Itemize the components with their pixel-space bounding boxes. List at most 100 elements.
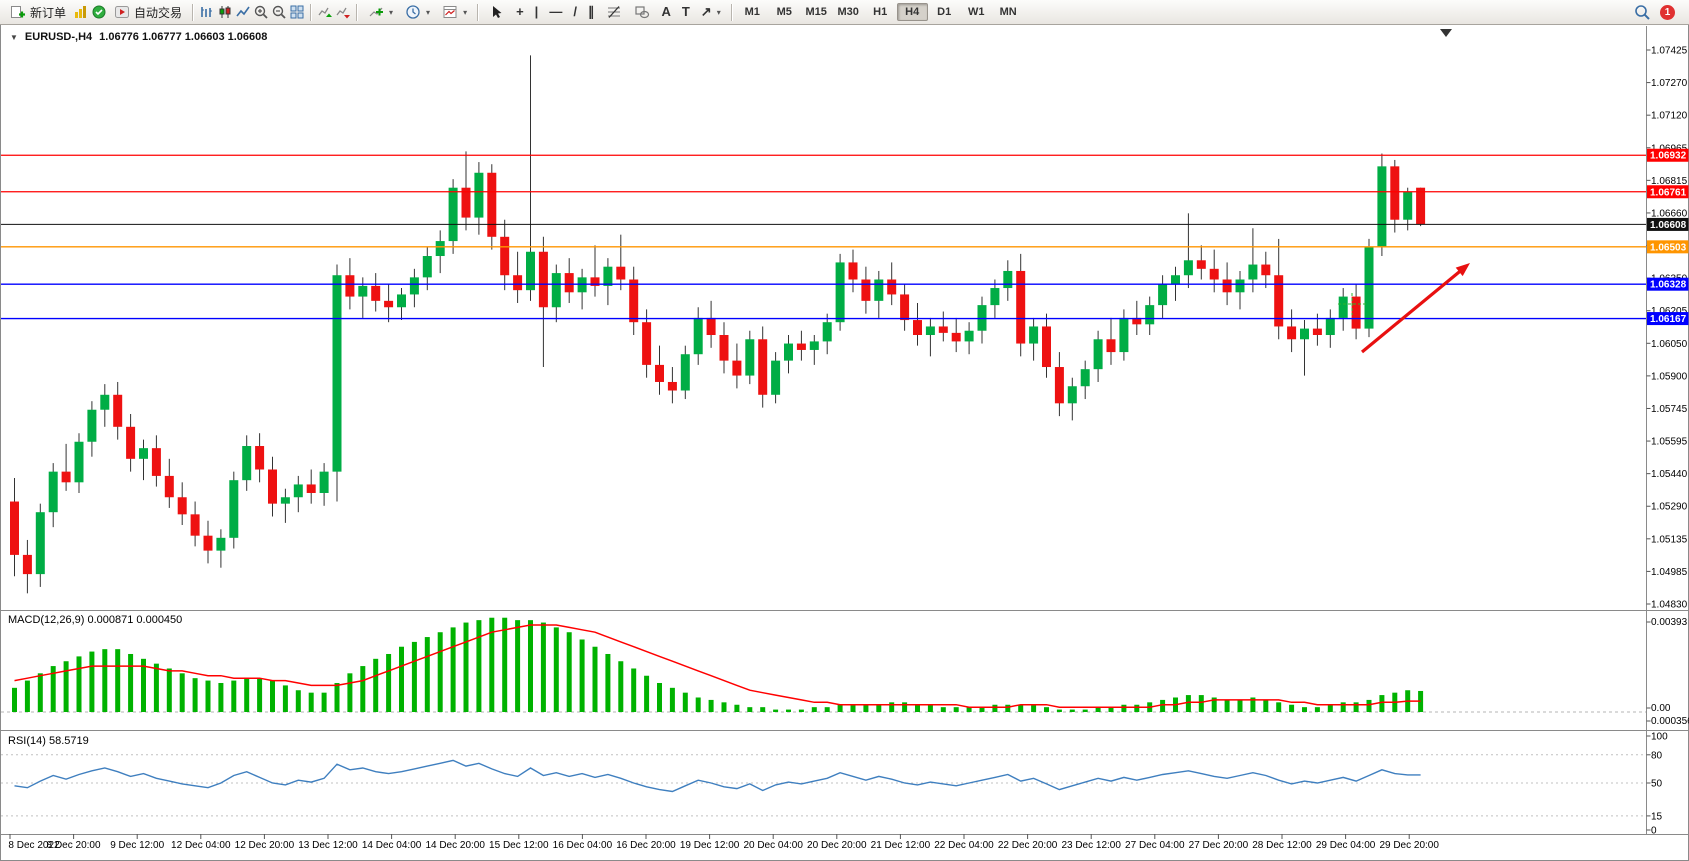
- timeframe-h4[interactable]: H4: [896, 3, 928, 21]
- chart-shift-icon[interactable]: [334, 4, 351, 20]
- toolbar: 新订单 自动交易 ▾: [0, 0, 1689, 25]
- timeframe-d1[interactable]: D1: [937, 6, 952, 18]
- svg-text:1.07120: 1.07120: [1651, 111, 1688, 122]
- svg-text:1.06815: 1.06815: [1651, 176, 1688, 187]
- toolbar-separator: [477, 3, 479, 21]
- trendline-button[interactable]: /: [568, 2, 582, 22]
- svg-text:1.05135: 1.05135: [1651, 534, 1688, 545]
- svg-text:1.05745: 1.05745: [1651, 404, 1688, 415]
- vertical-line-button[interactable]: |: [530, 2, 544, 22]
- svg-text:15: 15: [1651, 811, 1663, 822]
- new-order-label: 新订单: [30, 5, 67, 20]
- clock-icon: [404, 4, 421, 20]
- svg-text:14 Dec 20:00: 14 Dec 20:00: [425, 840, 485, 851]
- svg-text:1.06167: 1.06167: [1650, 314, 1687, 325]
- svg-text:19 Dec 12:00: 19 Dec 12:00: [680, 840, 740, 851]
- timeframe-m15[interactable]: M15: [805, 6, 827, 18]
- shapes-button[interactable]: [628, 2, 655, 22]
- zoom-out-icon[interactable]: [270, 4, 287, 20]
- cursor-button[interactable]: [483, 2, 510, 22]
- crosshair-button[interactable]: +: [511, 2, 529, 22]
- text-button[interactable]: A: [656, 2, 675, 22]
- annotation-arrow[interactable]: [1360, 263, 1470, 354]
- svg-text:80: 80: [1651, 750, 1663, 761]
- horizontal-line-button[interactable]: —: [544, 2, 567, 22]
- svg-text:1.06050: 1.06050: [1651, 339, 1688, 350]
- svg-text:1.06328: 1.06328: [1650, 280, 1687, 291]
- rsi-panel: RSI(14) 58.5719 100 80 50 15 0: [1, 732, 1668, 837]
- autotrading-label: 自动交易: [134, 5, 183, 20]
- timeframe-h1[interactable]: H1: [873, 6, 888, 18]
- autotrading-button[interactable]: 自动交易: [108, 2, 187, 22]
- svg-text:16 Dec 20:00: 16 Dec 20:00: [616, 840, 676, 851]
- trendline-icon: /: [573, 4, 577, 19]
- svg-text:16 Dec 04:00: 16 Dec 04:00: [553, 840, 613, 851]
- svg-text:1.06503: 1.06503: [1650, 242, 1687, 253]
- profiles-icon[interactable]: [90, 4, 107, 20]
- toolbar-separator: [730, 3, 732, 21]
- horizontal-line-icon: —: [549, 4, 563, 19]
- svg-text:8 Dec 20:00: 8 Dec 20:00: [47, 840, 101, 851]
- timeframe-mn[interactable]: MN: [999, 6, 1017, 18]
- svg-text:1.07425: 1.07425: [1651, 46, 1688, 57]
- new-order-icon: [9, 4, 26, 20]
- new-order-button[interactable]: 新订单: [4, 2, 71, 22]
- svg-text:8 Dec 2022: 8 Dec 2022: [8, 840, 60, 851]
- symbol-period-label: EURUSD-,H4: [24, 31, 93, 43]
- new-chart-icon[interactable]: [72, 4, 89, 20]
- toolbar-right-group: 1: [1634, 4, 1685, 20]
- templates-button[interactable]: ▾: [436, 2, 472, 22]
- svg-text:27 Dec 20:00: 27 Dec 20:00: [1189, 840, 1249, 851]
- timeframe-m1[interactable]: M1: [744, 6, 760, 18]
- svg-text:22 Dec 20:00: 22 Dec 20:00: [998, 840, 1058, 851]
- svg-text:22 Dec 04:00: 22 Dec 04:00: [934, 840, 994, 851]
- one-click-trading-icon[interactable]: ▼: [10, 32, 18, 42]
- svg-text:15 Dec 12:00: 15 Dec 12:00: [489, 840, 549, 851]
- toolbar-separator: [356, 3, 358, 21]
- fibonacci-button[interactable]: [600, 2, 627, 22]
- trade-marker: [1338, 293, 1366, 315]
- notification-badge[interactable]: 1: [1660, 4, 1675, 20]
- text-label-icon: T: [681, 4, 690, 19]
- tile-windows-icon[interactable]: [288, 4, 305, 20]
- timeframe-w1[interactable]: W1: [967, 6, 985, 18]
- vertical-line-icon: |: [534, 4, 539, 19]
- svg-text:27 Dec 04:00: 27 Dec 04:00: [1125, 840, 1185, 851]
- text-label-button[interactable]: T: [677, 2, 695, 22]
- toolbar-separator: [310, 3, 312, 21]
- fibonacci-icon: [605, 4, 622, 20]
- macd-label: MACD(12,26,9) 0.000871 0.000450: [8, 614, 182, 626]
- svg-text:12 Dec 04:00: 12 Dec 04:00: [171, 840, 231, 851]
- svg-text:1.04985: 1.04985: [1651, 567, 1688, 578]
- svg-text:0.00: 0.00: [1651, 703, 1671, 714]
- zoom-in-icon[interactable]: [252, 4, 269, 20]
- indicators-button[interactable]: ▾: [362, 2, 398, 22]
- svg-text:0: 0: [1651, 826, 1657, 837]
- svg-text:0.000356: 0.000356: [1651, 716, 1689, 727]
- candlestick-chart-icon[interactable]: [216, 4, 233, 20]
- right-shift-marker: [1440, 29, 1452, 37]
- autotrading-icon: [113, 4, 130, 20]
- line-chart-icon[interactable]: [234, 4, 251, 20]
- svg-text:0.00393: 0.00393: [1651, 617, 1688, 628]
- shapes-icon: [633, 4, 650, 20]
- svg-text:1.05440: 1.05440: [1651, 469, 1688, 480]
- bar-chart-icon[interactable]: [198, 4, 215, 20]
- indicators-icon: [367, 4, 384, 20]
- dropdown-icon: ▾: [716, 7, 721, 17]
- periods-button[interactable]: ▾: [399, 2, 435, 22]
- auto-scroll-icon[interactable]: [316, 4, 333, 20]
- svg-text:20 Dec 20:00: 20 Dec 20:00: [807, 840, 867, 851]
- crosshair-icon: +: [516, 4, 524, 19]
- svg-text:1.05900: 1.05900: [1651, 371, 1688, 382]
- timeframe-m30[interactable]: M30: [837, 6, 859, 18]
- arrows-button[interactable]: ↗ ▾: [696, 2, 726, 22]
- search-icon[interactable]: [1634, 4, 1651, 20]
- timeframe-m5[interactable]: M5: [776, 6, 792, 18]
- template-icon: [441, 4, 458, 20]
- svg-text:29 Dec 04:00: 29 Dec 04:00: [1316, 840, 1376, 851]
- svg-text:14 Dec 04:00: 14 Dec 04:00: [362, 840, 422, 851]
- channel-button[interactable]: ∥: [583, 2, 600, 22]
